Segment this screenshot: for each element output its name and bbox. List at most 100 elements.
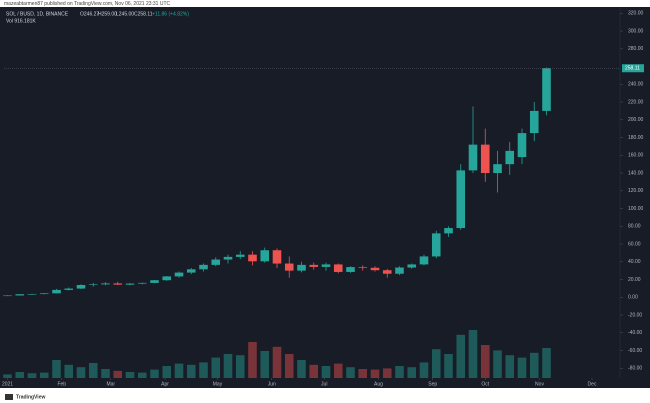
y-tick-label: 100.00	[628, 206, 644, 212]
candle-body	[15, 294, 25, 296]
y-tick-label: 40.00	[628, 259, 641, 265]
volume-bar	[284, 354, 294, 378]
y-tick-label: 320.00	[628, 11, 644, 17]
volume-bar	[223, 354, 233, 378]
y-tick-label: -60.00	[628, 348, 642, 354]
x-tick-label: Apr	[161, 381, 169, 387]
candle-body	[407, 264, 417, 268]
volume-bar	[272, 346, 282, 378]
volume-bar	[493, 350, 502, 378]
candle-body	[370, 267, 380, 271]
candle-body	[162, 276, 172, 281]
candle-body	[137, 282, 147, 284]
x-tick-label: Nov	[535, 381, 544, 387]
volume-bar	[333, 363, 343, 378]
candle-body	[235, 254, 245, 257]
volume-bar	[309, 364, 319, 378]
x-tick-label: Aug	[374, 381, 383, 387]
volume-bar	[346, 367, 355, 378]
candle-body	[125, 283, 135, 285]
volume-bar	[162, 366, 172, 378]
x-tick-label: Dec	[588, 381, 597, 387]
volume-bar	[3, 374, 12, 378]
candle-body	[333, 264, 343, 272]
volume-header: Vol 916.181K	[6, 18, 36, 24]
x-tick-label: 2021	[2, 381, 13, 387]
y-tick-label: 80.00	[628, 224, 641, 230]
candle-body	[76, 285, 86, 289]
volume-bar	[15, 372, 25, 378]
volume-bar	[88, 363, 98, 378]
candle-body	[260, 250, 270, 262]
candle-body	[248, 254, 257, 262]
publisher: mazeabtarmen87 published on TradingView.…	[4, 1, 171, 7]
x-tick-label: Jun	[268, 381, 276, 387]
candle-body	[27, 294, 37, 295]
candle-body	[431, 233, 441, 257]
candle-body	[382, 270, 392, 274]
candle-body	[3, 295, 12, 297]
candle-body	[284, 263, 294, 271]
volume-bar	[186, 364, 196, 378]
candle-body	[211, 259, 221, 265]
y-tick-label: 20.00	[628, 277, 641, 283]
y-tick-label: 0.00	[628, 295, 638, 301]
candle-body	[101, 283, 110, 285]
candle-body	[174, 272, 184, 277]
volume-bar	[235, 355, 245, 378]
candle-body	[493, 164, 502, 174]
candle-body	[52, 289, 61, 294]
volume-bar	[480, 345, 490, 378]
volume-bar	[395, 366, 404, 378]
volume-bar	[358, 369, 368, 378]
candle-body	[186, 269, 196, 273]
volume-bar	[468, 330, 478, 378]
volume-bar	[431, 349, 441, 378]
volume-bar	[419, 362, 429, 378]
candle-body	[542, 68, 551, 111]
logo	[5, 394, 13, 400]
candle-body	[480, 144, 490, 174]
volume-bar	[505, 355, 515, 378]
ohlc-field: O246.27	[80, 11, 99, 17]
y-tick-label: 60.00	[628, 241, 641, 247]
volume-bar	[542, 348, 551, 378]
candle-body	[223, 256, 233, 260]
candle-body	[297, 264, 306, 271]
volume-bar	[211, 357, 221, 378]
y-tick-label: 280.00	[628, 46, 644, 52]
volume-bar	[321, 366, 331, 378]
candle-body	[321, 264, 331, 267]
volume-bar	[407, 367, 417, 378]
x-tick-label: May	[213, 381, 223, 387]
volume-bar	[199, 362, 208, 378]
x-tick-label: Feb	[57, 381, 66, 387]
watermark: TradingView	[16, 394, 45, 400]
volume-bar	[456, 334, 466, 378]
price-tag-label: 258.11	[625, 66, 640, 72]
candle-body	[395, 267, 404, 274]
volume-bar	[64, 364, 74, 378]
y-tick-label: 220.00	[628, 99, 644, 105]
y-tick-label: -20.00	[628, 312, 642, 318]
ohlc-field: +11.86 (+4.82%)	[152, 11, 189, 17]
volume-bar	[260, 351, 270, 378]
y-tick-label: 180.00	[628, 135, 644, 141]
x-tick-label: Jul	[321, 381, 327, 387]
ohlc-field: L245.00	[116, 11, 134, 17]
volume-bar	[39, 372, 49, 378]
x-tick-label: Oct	[481, 381, 489, 387]
candle-body	[88, 284, 98, 286]
ohlc-field: H259.00	[98, 11, 117, 17]
volume-bar	[150, 369, 159, 378]
volume-bar	[27, 373, 37, 378]
candle-body	[517, 133, 527, 158]
symbol: SOL / BUSD, 1D, BINANCE	[6, 11, 69, 17]
volume-bar	[101, 369, 110, 378]
candle-body	[505, 150, 515, 165]
volume-bar	[174, 363, 184, 378]
volume-bar	[517, 357, 527, 378]
volume-bar	[370, 369, 380, 378]
